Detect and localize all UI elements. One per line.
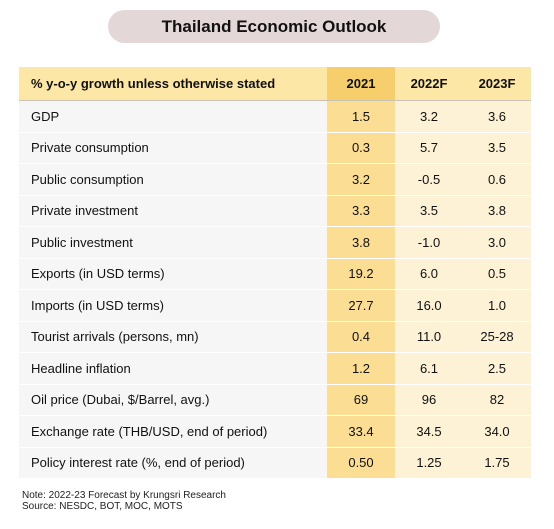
header-year-2021: 2021 xyxy=(327,67,395,101)
row-label: Private consumption xyxy=(19,132,327,164)
row-label: Exports (in USD terms) xyxy=(19,258,327,290)
table-row: GDP 1.5 3.2 3.6 xyxy=(19,100,531,133)
row-label: Imports (in USD terms) xyxy=(19,289,327,322)
value-cell: 1.0 xyxy=(463,289,531,322)
value-cell: 34.5 xyxy=(395,415,463,448)
value-cell: 3.8 xyxy=(463,195,531,227)
table-row: Imports (in USD terms) 27.7 16.0 1.0 xyxy=(19,289,531,322)
row-label: Public investment xyxy=(19,226,327,259)
value-cell: 82 xyxy=(463,384,531,416)
row-label: Private investment xyxy=(19,195,327,227)
table-row: Oil price (Dubai, $/Barrel, avg.) 69 96 82 xyxy=(19,384,531,416)
value-cell: 0.4 xyxy=(327,321,395,353)
table-header-row: % y-o-y growth unless otherwise stated 2… xyxy=(19,67,531,101)
header-label: % y-o-y growth unless otherwise stated xyxy=(19,67,327,101)
table-row: Tourist arrivals (persons, mn) 0.4 11.0 25-… xyxy=(19,321,531,353)
table-row: Policy interest rate (%, end of period) 0… xyxy=(19,447,531,479)
row-label: Public consumption xyxy=(19,163,327,196)
value-cell: 2.5 xyxy=(463,352,531,385)
table-row: Headline inflation 1.2 6.1 2.5 xyxy=(19,352,531,385)
value-cell: 3.2 xyxy=(327,163,395,196)
table-row: Public investment 3.8 -1.0 3.0 xyxy=(19,226,531,259)
row-label: Policy interest rate (%, end of period) xyxy=(19,447,327,479)
table-row: Exchange rate (THB/USD, end of period) 33… xyxy=(19,415,531,448)
value-cell: -0.5 xyxy=(395,163,463,196)
value-cell: 96 xyxy=(395,384,463,416)
value-cell: 25-28 xyxy=(463,321,531,353)
value-cell: 1.75 xyxy=(463,447,531,479)
value-cell: 34.0 xyxy=(463,415,531,448)
value-cell: 3.0 xyxy=(463,226,531,259)
value-cell: 3.6 xyxy=(463,100,531,133)
table-row: Public consumption 3.2 -0.5 0.6 xyxy=(19,163,531,196)
table-row: Private consumption 0.3 5.7 3.5 xyxy=(19,132,531,164)
value-cell: 0.50 xyxy=(327,447,395,479)
value-cell: 11.0 xyxy=(395,321,463,353)
value-cell: -1.0 xyxy=(395,226,463,259)
economic-outlook-table: % y-o-y growth unless otherwise stated 2… xyxy=(19,67,531,479)
value-cell: 3.2 xyxy=(395,100,463,133)
value-cell: 6.0 xyxy=(395,258,463,290)
value-cell: 0.5 xyxy=(463,258,531,290)
row-label: Oil price (Dubai, $/Barrel, avg.) xyxy=(19,384,327,416)
value-cell: 33.4 xyxy=(327,415,395,448)
header-year-2023f: 2023F xyxy=(463,67,531,101)
value-cell: 27.7 xyxy=(327,289,395,322)
value-cell: 3.5 xyxy=(463,132,531,164)
value-cell: 6.1 xyxy=(395,352,463,385)
table-row: Exports (in USD terms) 19.2 6.0 0.5 xyxy=(19,258,531,290)
value-cell: 1.2 xyxy=(327,352,395,385)
value-cell: 16.0 xyxy=(395,289,463,322)
table-row: Private investment 3.3 3.5 3.8 xyxy=(19,195,531,227)
value-cell: 19.2 xyxy=(327,258,395,290)
row-label: Exchange rate (THB/USD, end of period) xyxy=(19,415,327,448)
row-label: GDP xyxy=(19,100,327,133)
table-body: GDP 1.5 3.2 3.6 Private consumption 0.3 5.7 3.5… xyxy=(19,100,531,479)
value-cell: 1.25 xyxy=(395,447,463,479)
note-source: Source: NESDC, BOT, MOC, MOTS xyxy=(22,501,183,512)
value-cell: 69 xyxy=(327,384,395,416)
note-forecast: Note: 2022-23 Forecast by Krungsri Resea… xyxy=(22,490,226,501)
row-label: Headline inflation xyxy=(19,352,327,385)
value-cell: 1.5 xyxy=(327,100,395,133)
value-cell: 3.5 xyxy=(395,195,463,227)
value-cell: 3.8 xyxy=(327,226,395,259)
value-cell: 0.3 xyxy=(327,132,395,164)
footnotes: Note: 2022-23 Forecast by Krungsri Resea… xyxy=(22,490,226,512)
row-label: Tourist arrivals (persons, mn) xyxy=(19,321,327,353)
value-cell: 5.7 xyxy=(395,132,463,164)
value-cell: 3.3 xyxy=(327,195,395,227)
header-year-2022f: 2022F xyxy=(395,67,463,101)
page-title: Thailand Economic Outlook xyxy=(108,10,440,43)
value-cell: 0.6 xyxy=(463,163,531,196)
